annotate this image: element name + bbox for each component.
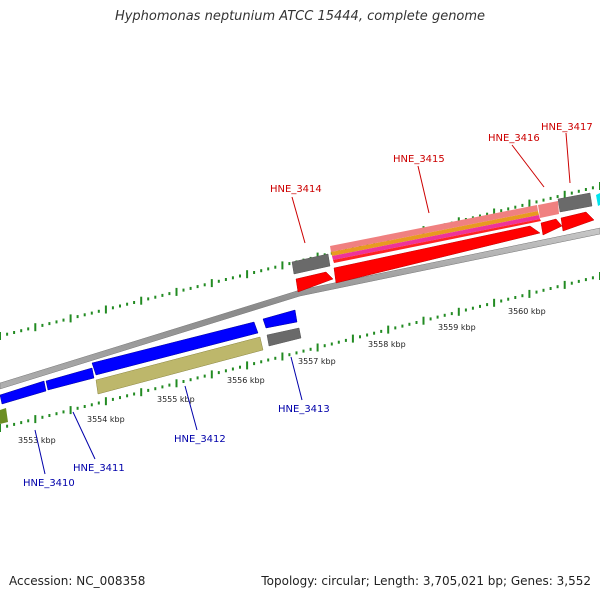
kbp-label-3557: 3557 kbp bbox=[298, 357, 336, 366]
cds-arrow-3414[interactable] bbox=[295, 271, 334, 293]
kbp-label-3556: 3556 kbp bbox=[227, 376, 265, 385]
cds-arrow-3415[interactable] bbox=[333, 225, 541, 284]
rna-feature-3415-pink[interactable] bbox=[332, 215, 540, 260]
kbp-label-3559: 3559 kbp bbox=[438, 323, 476, 332]
cds-arrow-3410[interactable] bbox=[0, 380, 47, 405]
gene-label-3417[interactable]: HNE_3417 bbox=[541, 122, 593, 133]
gene-feature-3416[interactable] bbox=[538, 201, 559, 218]
gene-label-3412[interactable]: HNE_3412 bbox=[174, 434, 226, 445]
callout-line-3411 bbox=[72, 411, 96, 460]
map-title: Hyphomonas neptunium ATCC 15444, complet… bbox=[114, 9, 486, 24]
kbp-label-3560: 3560 kbp bbox=[508, 307, 546, 316]
callout-line-3415 bbox=[417, 165, 430, 214]
callout-line-3413 bbox=[290, 356, 303, 401]
genome-summary-text: Topology: circular; Length: 3,705,021 bp… bbox=[261, 574, 591, 588]
callout-lines bbox=[34, 132, 571, 475]
cds-arrow-3416[interactable] bbox=[540, 218, 563, 236]
gene-label-3411[interactable]: HNE_3411 bbox=[73, 463, 125, 474]
olive-feature[interactable] bbox=[0, 408, 8, 424]
gene-label-3413[interactable]: HNE_3413 bbox=[278, 404, 330, 415]
gene-feature-3414[interactable] bbox=[291, 253, 331, 275]
callout-line-3412 bbox=[184, 385, 198, 431]
gene-label-3410[interactable]: HNE_3410 bbox=[23, 478, 75, 489]
kbp-label-3558: 3558 kbp bbox=[368, 340, 406, 349]
gene-feature-3417[interactable] bbox=[557, 192, 593, 213]
rna-feature-3415-orange[interactable] bbox=[331, 211, 539, 256]
cds-arrow-3417[interactable] bbox=[560, 211, 595, 232]
kbp-label-3555: 3555 kbp bbox=[157, 395, 195, 404]
gene-label-3416[interactable]: HNE_3416 bbox=[488, 133, 540, 144]
kbp-label-3553: 3553 kbp bbox=[18, 436, 56, 445]
rna-feature-3415-top[interactable] bbox=[330, 205, 538, 252]
accession-text: Accession: NC_008358 bbox=[9, 574, 146, 588]
gene-label-3414[interactable]: HNE_3414 bbox=[270, 184, 322, 195]
callout-line-3414 bbox=[291, 196, 306, 244]
rna-feature-3415-red[interactable] bbox=[333, 219, 541, 263]
cyan-feature[interactable] bbox=[596, 193, 600, 206]
gene-feature-3413[interactable] bbox=[266, 327, 302, 347]
callout-line-3417 bbox=[565, 132, 571, 184]
cds-arrow-3412[interactable] bbox=[91, 321, 259, 376]
callout-line-3416 bbox=[511, 144, 545, 188]
reverse-features bbox=[0, 309, 302, 424]
ruler-ticks-lower bbox=[0, 272, 600, 432]
cds-arrow-3411[interactable] bbox=[45, 367, 95, 391]
gene-label-3415[interactable]: HNE_3415 bbox=[393, 154, 445, 165]
forward-features bbox=[291, 192, 600, 293]
rna-feature-3412[interactable] bbox=[95, 336, 264, 395]
kbp-label-3554: 3554 kbp bbox=[87, 415, 125, 424]
callout-line-3410 bbox=[34, 429, 46, 475]
cds-arrow-3413[interactable] bbox=[262, 309, 298, 329]
